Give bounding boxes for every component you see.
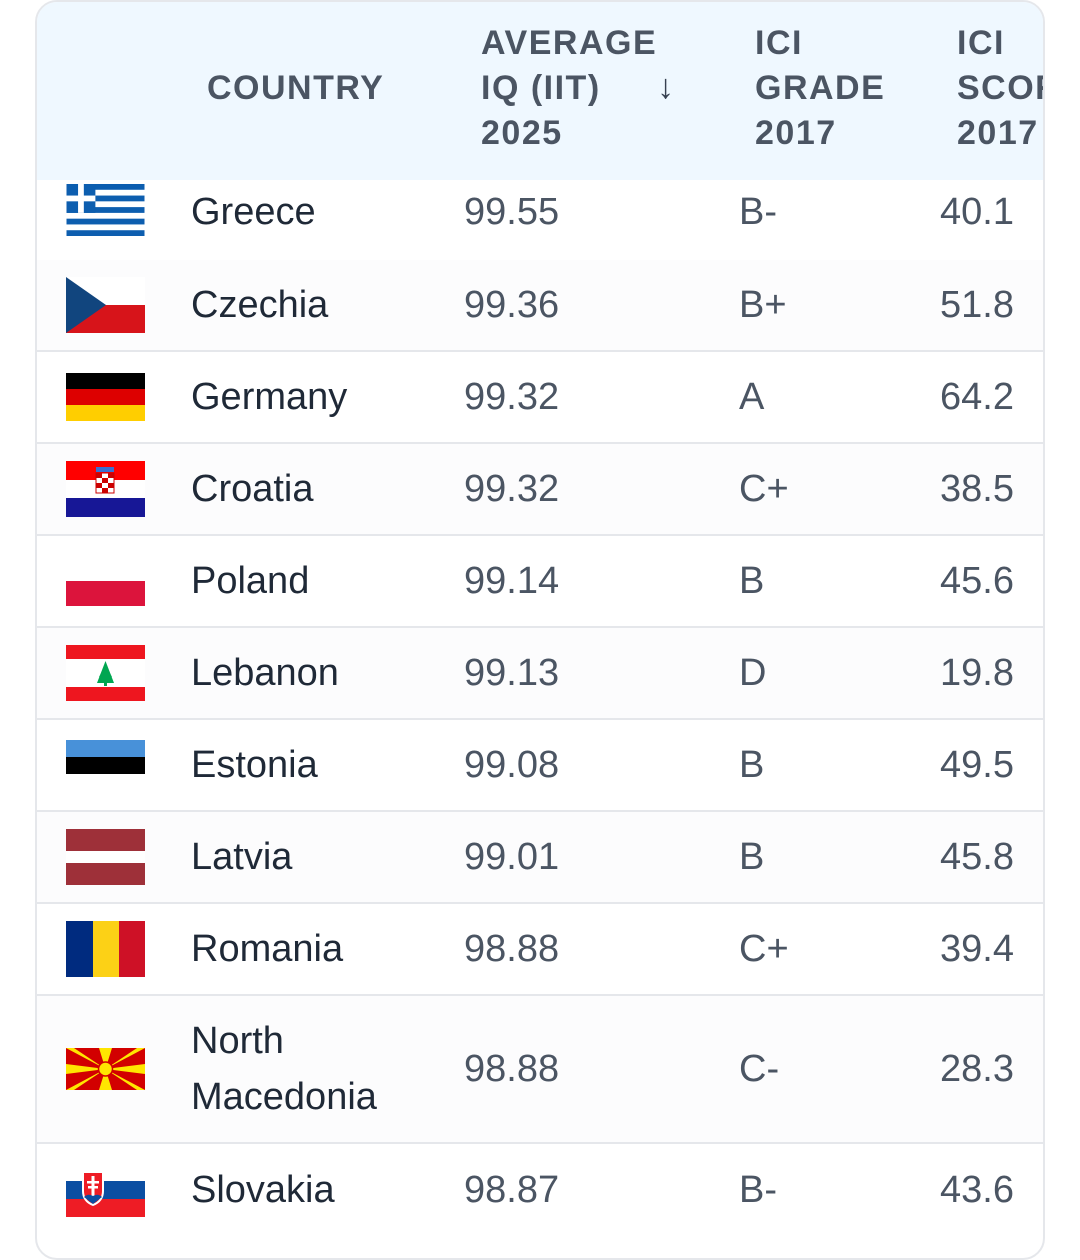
country-name[interactable]: Latvia [191,836,293,878]
average-iq-value: 98.87 [464,1169,560,1211]
column-header-country[interactable]: COUNTRY [207,69,385,107]
table-row: Romania 98.88 C+ 39.4 [37,904,1043,996]
table-row: Poland 99.14 B 45.6 [37,536,1043,628]
country-name[interactable]: Czechia [191,284,329,326]
ici-grade-value: B+ [739,284,787,326]
ici-grade-value: C- [739,1048,780,1090]
table-row: Latvia 99.01 B 45.8 [37,812,1043,904]
ici-grade-value: B- [739,191,777,233]
column-header-ici-score[interactable]: ICI SCOR 2017 [957,24,1043,152]
ici-score-value: 38.5 [940,468,1014,510]
greece-flag-icon [66,183,145,236]
average-iq-value: 98.88 [464,1048,560,1090]
column-header-ici-grade[interactable]: ICI GRADE 2017 [755,24,886,152]
country-name[interactable]: Germany [191,376,348,418]
ici-score-value: 39.4 [940,928,1014,970]
average-iq-value: 99.01 [464,836,560,878]
ici-score-value: 43.6 [940,1169,1014,1211]
countries-table: COUNTRY AVERAGE IQ (IIT) 2025 ↓ ICI GRAD… [35,0,1045,1260]
poland-flag-icon [66,556,145,606]
lebanon-flag-icon [66,645,145,701]
ici-grade-value: B- [739,1169,777,1211]
ici-score-value: 45.6 [940,560,1014,602]
table-row: Czechia 99.36 B+ 51.8 [37,260,1043,352]
average-iq-value: 99.32 [464,376,560,418]
latvia-flag-icon [66,829,145,885]
czechia-flag-icon [66,277,145,333]
country-name[interactable]: Romania [191,928,344,970]
table-row: Estonia 99.08 B 49.5 [37,720,1043,812]
average-iq-value: 99.08 [464,744,560,786]
north-macedonia-flag-icon [66,1048,145,1090]
ici-grade-value: C+ [739,468,789,510]
table-header: COUNTRY AVERAGE IQ (IIT) 2025 ↓ ICI GRAD… [37,2,1043,180]
country-name[interactable]: Lebanon [191,652,339,694]
ici-grade-value: A [739,376,765,418]
ici-score-value: 28.3 [940,1048,1014,1090]
ici-score-value: 49.5 [940,744,1014,786]
country-name[interactable]: North Macedonia [191,1020,377,1118]
ici-grade-value: B [739,836,765,878]
ici-grade-value: B [739,744,765,786]
croatia-flag-icon [66,461,145,517]
table-row: Greece 99.55 B- 40.1 [37,180,1043,262]
ici-score-value: 51.8 [940,284,1014,326]
country-name[interactable]: Estonia [191,744,318,786]
average-iq-value: 99.36 [464,284,560,326]
ici-score-value: 19.8 [940,652,1014,694]
table-row: North Macedonia 98.88 C- 28.3 [37,996,1043,1144]
country-name[interactable]: Greece [191,191,316,233]
average-iq-value: 99.14 [464,560,560,602]
country-name[interactable]: Slovakia [191,1169,335,1211]
arrow-down-icon[interactable]: ↓ [657,68,674,106]
country-name[interactable]: Croatia [191,468,314,510]
country-name[interactable]: Poland [191,560,310,602]
ici-score-value: 64.2 [940,376,1014,418]
ici-score-value: 40.1 [940,191,1014,233]
table-row: Slovakia 98.87 B- 43.6 [37,1144,1043,1236]
average-iq-value: 98.88 [464,928,560,970]
table-row: Lebanon 99.13 D 19.8 [37,628,1043,720]
romania-flag-icon [66,921,145,977]
estonia-flag-icon [66,740,145,790]
ici-score-value: 45.8 [940,836,1014,878]
ici-grade-value: C+ [739,928,789,970]
slovakia-flag-icon [66,1163,145,1217]
germany-flag-icon [66,373,145,421]
table-row: Germany 99.32 A 64.2 [37,352,1043,444]
ici-grade-value: B [739,560,765,602]
column-header-average-iq[interactable]: AVERAGE IQ (IIT) 2025 [481,24,658,152]
average-iq-value: 99.13 [464,652,560,694]
ici-grade-value: D [739,652,767,694]
table-row: Croatia 99.32 C+ 38.5 [37,444,1043,536]
average-iq-value: 99.55 [464,191,560,233]
average-iq-value: 99.32 [464,468,560,510]
